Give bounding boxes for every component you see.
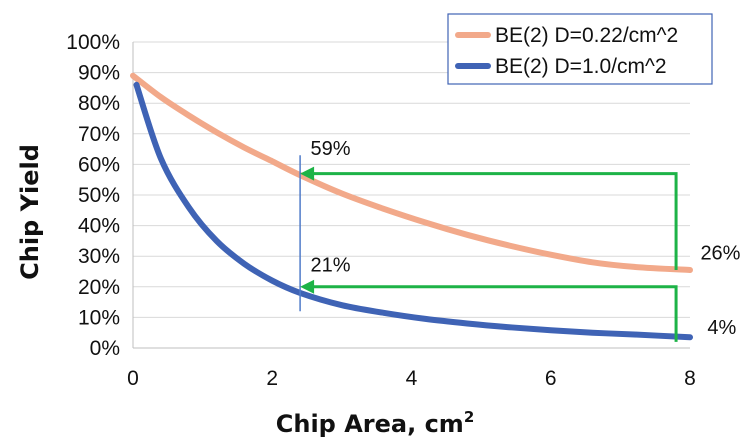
- arrow-path-2: [312, 285, 678, 342]
- y-tick-label: 90%: [78, 62, 120, 85]
- arrow-path-1: [312, 172, 678, 270]
- annotation-label: 26%: [700, 242, 740, 264]
- annotations: 59% 21% 26% 4%: [311, 138, 741, 339]
- y-tick-label: 100%: [66, 31, 120, 54]
- x-axis-title-superscript: 2: [464, 408, 474, 426]
- annotation-label: 21%: [311, 255, 351, 277]
- annotation-label: 4%: [707, 317, 736, 339]
- legend-label-series-1: BE(2) D=0.22/cm^2: [495, 24, 678, 47]
- legend-box: [447, 13, 713, 85]
- annotation-label: 59%: [311, 138, 351, 160]
- x-tick-label: 8: [684, 367, 696, 390]
- x-tick-label: 6: [545, 367, 557, 390]
- series-lines: [130, 72, 693, 341]
- y-tick-label: 80%: [78, 92, 120, 115]
- series-line-2: [133, 81, 693, 341]
- x-tick-label: 4: [406, 367, 418, 390]
- y-tick-label: 30%: [78, 245, 120, 268]
- y-tick-label: 0%: [90, 337, 120, 360]
- y-tick-label: 60%: [78, 153, 120, 176]
- y-tick-label: 40%: [78, 215, 120, 238]
- legend: BE(2) D=0.22/cm^2 BE(2) D=1.0/cm^2: [447, 13, 713, 85]
- y-tick-labels: 0% 10% 20% 30% 40% 50% 60% 70% 80% 90% 100%: [66, 31, 120, 360]
- axes: [132, 42, 690, 349]
- series-line-1: [130, 72, 693, 273]
- y-tick-label: 70%: [78, 123, 120, 146]
- y-tick-label: 10%: [78, 306, 120, 329]
- legend-label-series-2: BE(2) D=1.0/cm^2: [495, 55, 667, 78]
- y-axis-title: Chip Yield: [16, 144, 44, 280]
- arrow-head-1: [300, 166, 315, 181]
- x-tick-label: 0: [127, 367, 139, 390]
- arrow-head-2: [300, 279, 315, 294]
- x-tick-labels: 0 2 4 6 8: [127, 367, 696, 390]
- y-tick-label: 20%: [78, 276, 120, 299]
- x-tick-label: 2: [266, 367, 278, 390]
- x-axis-title-text: Chip Area, cm: [276, 410, 464, 438]
- x-axis-title: Chip Area, cm2: [276, 408, 475, 438]
- arrows: [300, 166, 678, 342]
- y-tick-label: 50%: [78, 184, 120, 207]
